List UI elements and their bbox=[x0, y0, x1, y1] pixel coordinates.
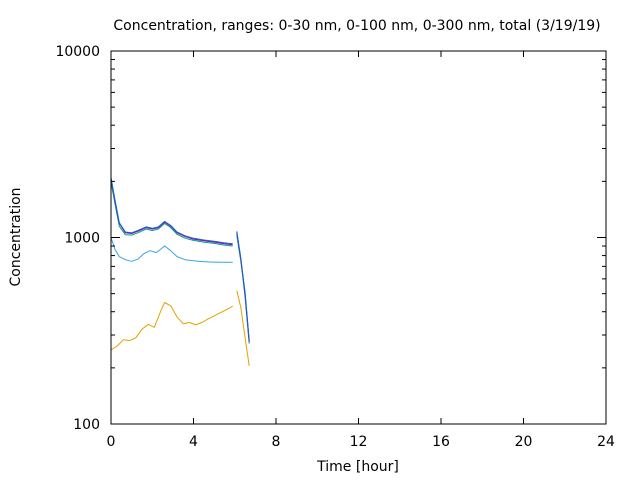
x-tick-label: 16 bbox=[432, 434, 450, 450]
series-line-2 bbox=[110, 235, 250, 341]
tick-layer: 0 4 8 12 16 20 24 100 1000 10000 bbox=[55, 44, 615, 450]
y-tick-label: 10000 bbox=[55, 44, 100, 60]
y-tick-label: 1000 bbox=[64, 231, 100, 247]
x-tick-label: 8 bbox=[272, 434, 281, 450]
x-axis-label: Time [hour] bbox=[316, 459, 399, 475]
y-tick-label: 100 bbox=[73, 417, 100, 433]
chart-title: Concentration, ranges: 0-30 nm, 0-100 nm… bbox=[113, 18, 600, 34]
x-tick-label: 24 bbox=[597, 434, 615, 450]
series-line-1 bbox=[110, 290, 250, 366]
x-tick-label: 0 bbox=[107, 434, 116, 450]
x-tick-label: 4 bbox=[189, 434, 198, 450]
y-axis-label: Concentration bbox=[8, 187, 24, 286]
series-line-5 bbox=[110, 177, 250, 341]
series-layer bbox=[110, 177, 250, 366]
x-tick-label: 20 bbox=[515, 434, 533, 450]
series-line-4 bbox=[110, 178, 250, 343]
plot-area-frame bbox=[110, 50, 607, 425]
x-tick-label: 12 bbox=[350, 434, 368, 450]
